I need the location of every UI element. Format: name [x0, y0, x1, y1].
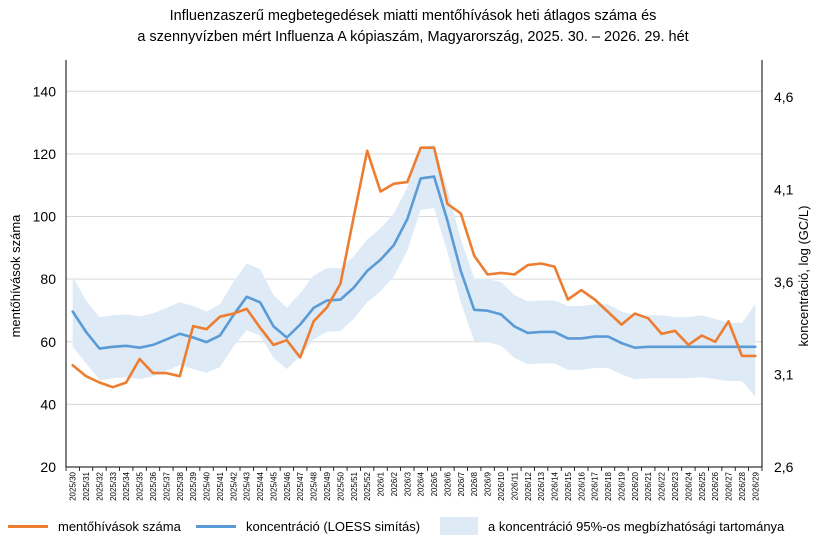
x-tick-label-2025-45: 2025/45 — [270, 471, 279, 500]
x-tick-label-2025-52: 2025/52 — [363, 471, 372, 500]
legend-item-band: a koncentráció 95%-os megbízhatósági tar… — [440, 514, 784, 538]
chart-title-line-2: a szennyvízben mért Influenza A kópiaszá… — [137, 29, 689, 45]
x-tick-label-2026-25: 2026/25 — [698, 471, 707, 500]
x-tick-label-2026-16: 2026/16 — [577, 471, 586, 500]
y-left-tick-40: 40 — [40, 396, 56, 412]
x-tick-label-2026-15: 2026/15 — [564, 471, 573, 500]
legend-label-concentration: koncentráció (LOESS simítás) — [246, 518, 421, 534]
x-tick-label-2025-32: 2025/32 — [96, 471, 105, 500]
x-tick-label-2026-3: 2026/3 — [403, 471, 412, 496]
x-tick-label-2026-29: 2026/29 — [751, 471, 760, 500]
chart-legend: mentőhívások száma koncentráció (LOESS s… — [0, 514, 826, 538]
x-tick-label-2025-37: 2025/37 — [162, 471, 171, 500]
x-tick-label-2026-12: 2026/12 — [524, 471, 533, 500]
y-left-tick-120: 120 — [33, 146, 57, 162]
legend-swatch-band — [440, 517, 478, 535]
x-tick-label-2025-36: 2025/36 — [149, 471, 158, 500]
x-tick-label-2026-8: 2026/8 — [470, 471, 479, 496]
x-tick-label-2025-43: 2025/43 — [243, 471, 252, 500]
axes-layer: 20 40 60 80 100 120 140 2,6 3,1 3,6 4,1 4,6 2025/30 2… — [33, 60, 794, 501]
x-tick-label-2026-26: 2026/26 — [711, 471, 720, 500]
x-tick-label-2026-7: 2026/7 — [457, 471, 466, 496]
x-tick-label-2026-14: 2026/14 — [551, 471, 560, 500]
y-left-tick-80: 80 — [40, 271, 56, 287]
x-tick-label-2026-20: 2026/20 — [631, 471, 640, 500]
x-tick-label-2026-9: 2026/9 — [484, 471, 493, 496]
legend-label-calls: mentőhívások száma — [58, 518, 181, 534]
x-tick-label-2026-27: 2026/27 — [725, 471, 734, 500]
x-tick-label-2026-22: 2026/22 — [658, 471, 667, 500]
x-tick-label-2026-18: 2026/18 — [604, 471, 613, 500]
x-tick-label-2026-11: 2026/11 — [510, 471, 519, 500]
confidence-band — [72, 145, 756, 397]
y-right-tick-0: 2,6 — [774, 459, 794, 475]
x-tick-label-2026-28: 2026/28 — [738, 471, 747, 500]
x-tick-label-2025-33: 2025/33 — [109, 471, 118, 500]
series-lines-layer — [71, 146, 757, 389]
x-tick-label-2025-44: 2025/44 — [256, 471, 265, 500]
x-tick-label-2025-42: 2025/42 — [229, 471, 238, 500]
chart-title-line-1: Influenzaszerű megbetegedések miatti men… — [169, 8, 657, 24]
x-tick-label-2025-31: 2025/31 — [82, 471, 91, 500]
legend-swatch-concentration — [196, 524, 236, 528]
legend-item-calls: mentőhívások száma — [8, 514, 181, 538]
series-line-concentration — [71, 175, 757, 350]
x-tick-label-2025-39: 2025/39 — [189, 471, 198, 500]
x-tick-label-2025-30: 2025/30 — [69, 471, 78, 500]
y-right-tick-1: 3,1 — [774, 367, 794, 383]
x-tick-label-2025-40: 2025/40 — [203, 471, 212, 500]
y-axis-left-label: mentőhívások száma — [8, 214, 23, 338]
y-left-tick-140: 140 — [33, 83, 57, 99]
x-tick-label-2025-51: 2025/51 — [350, 471, 359, 500]
x-tick-label-2025-48: 2025/48 — [310, 471, 319, 500]
x-tick-label-2025-50: 2025/50 — [336, 471, 345, 500]
x-tick-label-2026-23: 2026/23 — [671, 471, 680, 500]
x-tick-label-2025-46: 2025/46 — [283, 471, 292, 500]
x-tick-label-2025-34: 2025/34 — [122, 471, 131, 500]
x-tick-label-2026-21: 2026/21 — [644, 471, 653, 500]
y-right-tick-2: 3,6 — [774, 274, 794, 290]
x-tick-label-2026-10: 2026/10 — [497, 471, 506, 500]
legend-swatch-calls — [8, 524, 48, 528]
x-tick-label-2025-49: 2025/49 — [323, 471, 332, 500]
y-axis-right-label: koncentráció, log (GC/L) — [796, 206, 811, 347]
legend-item-concentration: koncentráció (LOESS simítás) — [196, 514, 420, 538]
series-line-calls — [71, 146, 757, 389]
y-left-tick-60: 60 — [40, 334, 56, 350]
x-tick-label-2026-2: 2026/2 — [390, 471, 399, 496]
x-tick-label-2026-1: 2026/1 — [377, 471, 386, 496]
chart-title: Influenzaszerű megbetegedések miatti men… — [0, 6, 826, 48]
x-tick-label-2026-5: 2026/5 — [430, 471, 439, 496]
confidence-band-layer — [72, 145, 756, 397]
y-left-tick-20: 20 — [40, 459, 56, 475]
y-left-tick-100: 100 — [33, 209, 57, 225]
x-tick-label-2026-24: 2026/24 — [684, 471, 693, 500]
x-tick-label-2026-6: 2026/6 — [444, 471, 453, 496]
y-right-tick-4: 4,6 — [774, 89, 794, 105]
legend-label-band: a koncentráció 95%-os megbízhatósági tar… — [488, 518, 785, 534]
x-tick-label-2026-13: 2026/13 — [537, 471, 546, 500]
x-tick-label-2026-19: 2026/19 — [618, 471, 627, 500]
x-tick-label-2025-35: 2025/35 — [136, 471, 145, 500]
x-tick-label-2025-41: 2025/41 — [216, 471, 225, 500]
x-tick-label-2026-4: 2026/4 — [417, 471, 426, 496]
x-tick-label-2025-47: 2025/47 — [296, 471, 305, 500]
x-tick-label-2026-17: 2026/17 — [591, 471, 600, 500]
x-tick-label-2025-38: 2025/38 — [176, 471, 185, 500]
y-right-tick-3: 4,1 — [774, 182, 794, 198]
chart-area: 20 40 60 80 100 120 140 2,6 3,1 3,6 4,1 4,6 2025/30 2… — [8, 60, 811, 501]
